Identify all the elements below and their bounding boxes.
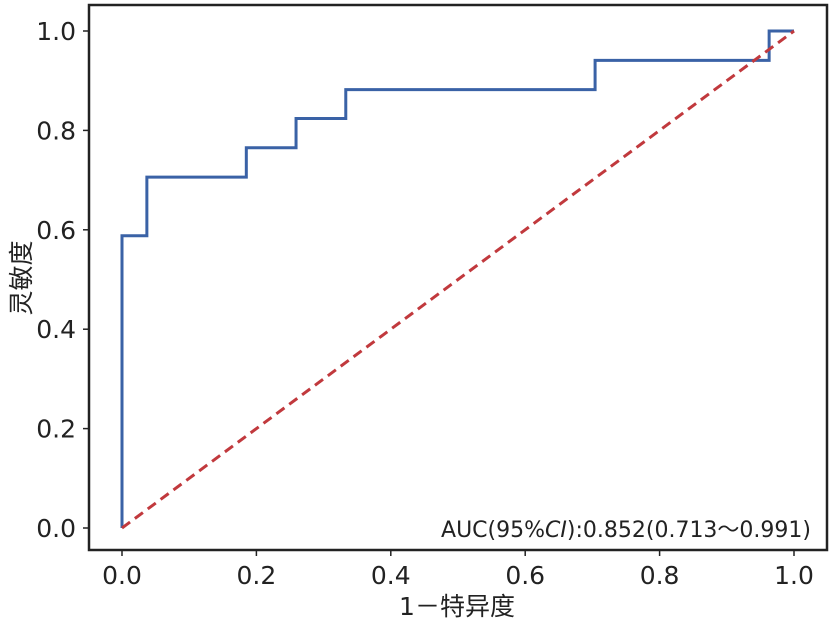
y-tick-label: 0.2 (36, 415, 76, 444)
y-axis-ticks: 0.0 0.2 0.4 0.6 0.8 1.0 (36, 17, 89, 543)
plot-frame (87, 3, 829, 552)
y-tick-label: 0.0 (36, 514, 76, 543)
x-tick-label: 0.0 (102, 561, 142, 590)
roc-curve-line (120, 29, 794, 528)
x-tick-label: 0.2 (237, 561, 277, 590)
y-tick-label: 0.6 (36, 216, 76, 245)
x-axis-label: 1－特异度 (399, 592, 515, 621)
y-axis-label: 灵敏度 (7, 240, 36, 315)
y-tick-label: 0.4 (36, 315, 76, 344)
series-layer (120, 29, 795, 530)
x-tick-label: 0.8 (640, 561, 680, 590)
reference-diagonal-line (121, 29, 795, 530)
auc-ci: CI (545, 518, 567, 543)
y-tick-label: 0.8 (36, 116, 76, 145)
auc-suffix: ):0.852(0.713～0.991) (567, 518, 811, 543)
auc-prefix: AUC(95% (441, 518, 545, 543)
x-tick-label: 0.4 (371, 561, 411, 590)
x-axis-ticks: 0.0 0.2 0.4 0.6 0.8 1.0 (102, 550, 814, 590)
y-tick-label: 1.0 (36, 17, 76, 46)
x-tick-label: 0.6 (505, 561, 545, 590)
x-tick-label: 1.0 (774, 561, 814, 590)
auc-annotation: AUC(95%CI):0.852(0.713～0.991) (441, 518, 811, 543)
